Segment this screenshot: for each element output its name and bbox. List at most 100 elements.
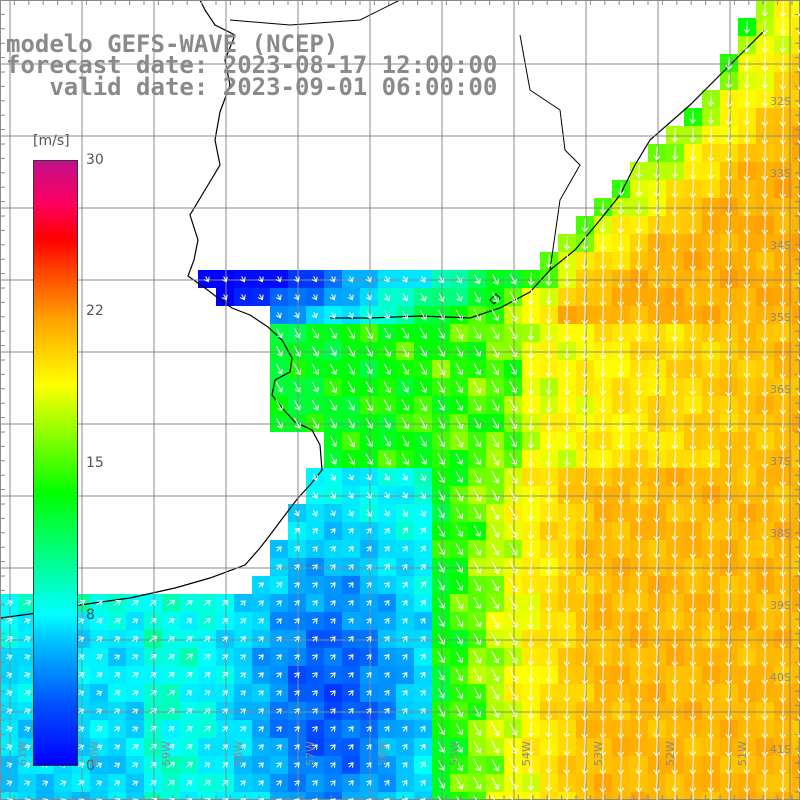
wind-arrow [491,363,500,376]
wind-arrow [671,467,679,487]
wind-arrow [581,684,589,703]
wind-arrow [707,305,715,325]
wind-arrow [329,294,336,301]
wind-arrow [797,427,800,433]
wind-arrow [743,305,751,325]
wind-arrow [293,510,300,517]
wind-arrow [581,343,589,360]
wind-arrow [365,417,374,429]
wind-arrow [689,611,697,631]
wind-arrow [584,792,586,800]
wind-arrow [329,417,337,429]
wind-arrow [707,324,715,343]
wind-arrow [401,743,408,750]
wind-arrow [419,743,426,750]
wind-arrow [689,576,697,595]
wind-arrow [275,417,283,429]
wind-arrow [527,307,535,324]
wind-arrow [689,163,697,180]
wind-arrow [620,791,622,800]
wind-arrow [761,126,769,145]
wind-arrow [761,540,769,559]
wind-arrow [491,560,500,575]
wind-arrow [707,163,715,180]
wind-arrow [599,305,607,325]
wind-arrow [185,726,193,732]
wind-arrow [6,672,13,679]
wind-arrow [491,578,500,592]
wind-arrow [437,489,445,501]
wind-arrow [725,91,733,108]
wind-arrow [689,719,697,739]
wind-arrow [258,726,264,732]
wind-cell [792,36,800,54]
wind-arrow [707,269,715,289]
wind-arrow [599,539,607,559]
wind-cell [792,630,800,648]
wind-arrow [671,269,679,289]
wind-arrow [653,773,661,793]
wind-arrow [761,37,769,54]
wind-arrow [563,271,571,288]
wind-arrow [671,594,679,613]
wind-arrow [222,708,228,715]
wind-arrow [437,579,445,591]
wind-arrow [78,636,85,643]
wind-arrow [689,324,697,343]
wind-arrow [563,630,571,648]
wind-arrow [509,650,518,664]
wind-arrow [779,378,787,397]
wind-arrow [419,345,428,358]
wind-arrow [635,360,643,378]
wind-arrow [294,708,300,714]
wind-arrow [743,414,751,433]
wind-arrow [545,289,553,306]
wind-arrow [689,216,697,235]
wind-arrow [348,600,354,606]
wind-arrow [797,337,800,343]
wind-arrow [761,144,769,163]
wind-arrow [383,762,390,768]
wind-arrow [653,755,661,775]
wind-arrow [671,684,679,703]
wind-arrow [779,233,787,253]
wind-arrow [761,377,769,397]
wind-arrow [23,672,31,679]
wind-arrow [312,546,318,552]
wind-arrow [671,755,679,775]
wind-arrow [692,791,694,800]
wind-arrow [635,683,643,703]
wind-arrow [455,795,460,800]
wind-arrow [599,665,607,685]
wind-arrow [797,265,800,271]
wind-arrow [240,672,246,678]
wind-arrow [185,636,193,642]
wind-arrow [185,744,193,750]
wind-arrow [365,327,374,340]
wind-arrow [527,775,535,792]
wind-cell [792,666,800,684]
wind-arrow [437,362,446,376]
wind-arrow [707,92,715,107]
wind-arrow [761,522,769,541]
wind-arrow [617,647,625,667]
wind-arrow [707,630,715,649]
wind-arrow [473,705,482,718]
wind-arrow [545,325,553,342]
wind-arrow [743,701,751,721]
latitude-label: 37S [770,455,791,468]
wind-arrow [653,361,661,378]
wind-arrow [725,702,733,721]
wind-arrow [383,726,390,732]
valid-date: valid date: 2023-09-01 06:00:00 [6,73,498,101]
wind-arrow [707,665,715,685]
wind-arrow [707,110,715,125]
wind-arrow [149,672,157,678]
wind-arrow [761,720,769,739]
wind-arrow [132,762,139,769]
wind-arrow [635,594,643,613]
wind-arrow [761,360,769,379]
wind-arrow [383,417,391,429]
wind-arrow [438,274,445,284]
wind-arrow [779,125,787,145]
